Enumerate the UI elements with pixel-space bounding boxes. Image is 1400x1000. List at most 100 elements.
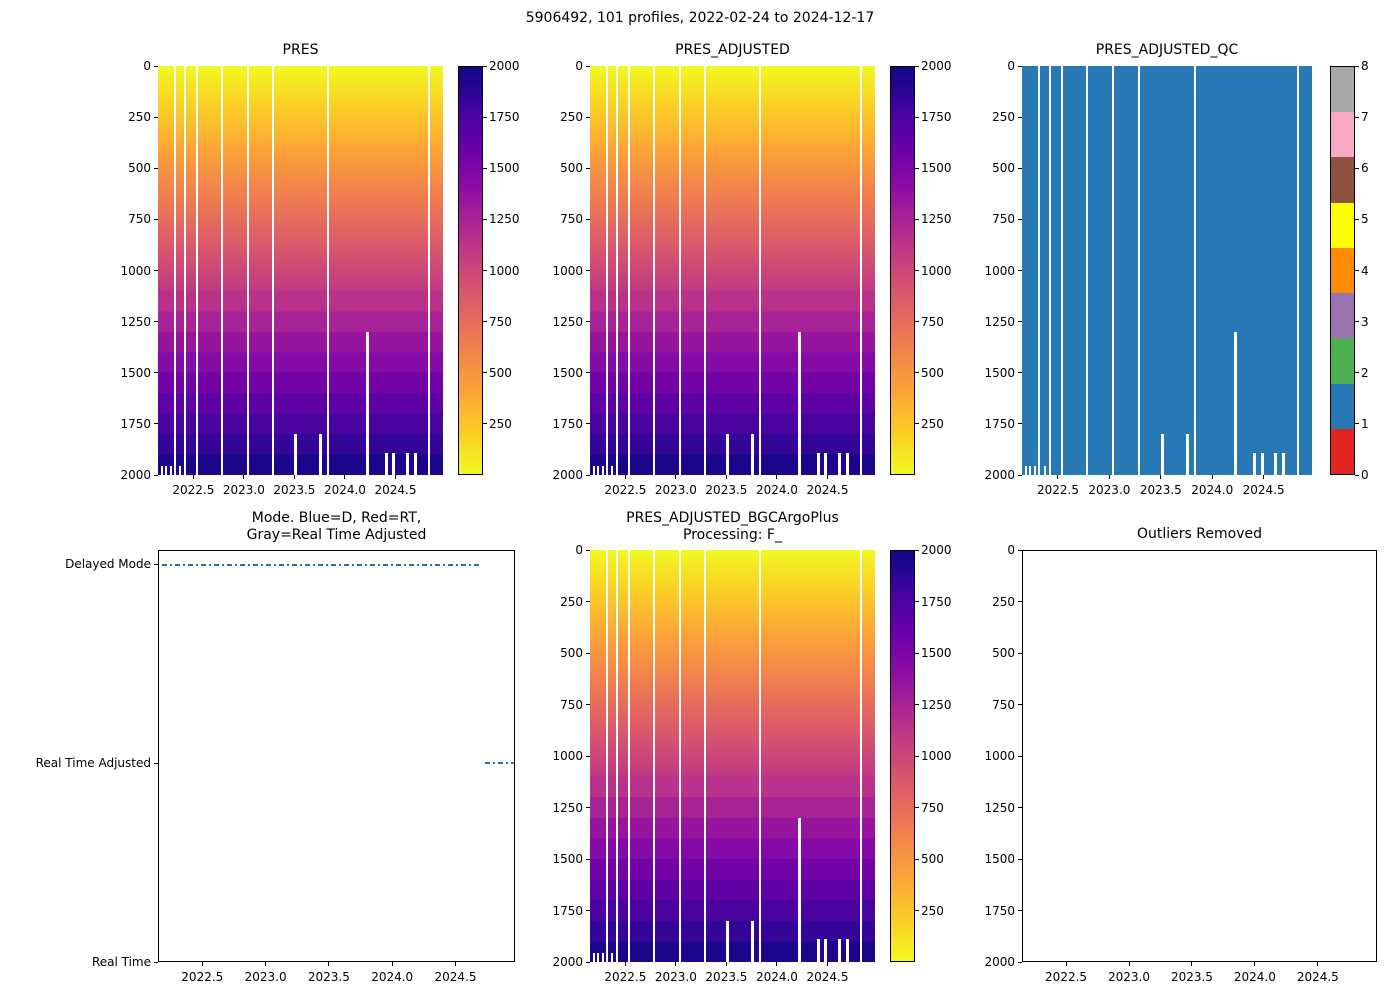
x-tick-mark (455, 962, 456, 966)
x-tick-label: 2022.5 (604, 483, 647, 497)
y-tick-mark (1018, 755, 1022, 757)
pres-heatmap (158, 66, 443, 475)
x-tick-label: 2023.0 (1108, 970, 1150, 984)
missing-profile-gap (184, 66, 187, 475)
missing-profile-gap (272, 66, 275, 475)
y-tick-mark (154, 270, 158, 271)
y-tick-mark (586, 474, 590, 476)
y-tick-label: 1250 (984, 314, 1015, 329)
qc-colorbar-tick-mark (1355, 372, 1359, 374)
shallow-profile-gap (817, 939, 821, 962)
qc-colorbar-tick-mark (1355, 218, 1359, 220)
shallow-profile-gap (845, 452, 849, 475)
colorbar-tick-mark (915, 321, 919, 323)
colorbar-tick-label: 2000 (489, 59, 520, 73)
figure-title: 5906492, 101 profiles, 2022-02-24 to 202… (525, 10, 875, 26)
shallow-profile-gap (1273, 452, 1277, 475)
missing-profile-gap (652, 66, 655, 475)
x-tick-label: 2022.5 (1045, 970, 1088, 984)
missing-profile-gap (758, 550, 761, 962)
mode-y-tick-mark (154, 762, 158, 764)
x-tick-mark (675, 475, 677, 479)
x-tick-label: 2023.5 (307, 970, 350, 984)
x-tick-label: 2022.5 (172, 483, 215, 497)
x-tick-label: 2024.0 (755, 970, 798, 984)
x-tick-mark (1317, 962, 1319, 966)
y-tick-label: 1750 (984, 903, 1015, 918)
missing-profile-gap (1085, 66, 1088, 475)
missing-profile-gap (326, 66, 329, 475)
x-tick-mark (1211, 475, 1213, 479)
x-tick-label: 2024.0 (323, 483, 366, 497)
x-tick-label: 2023.5 (705, 970, 748, 984)
x-tick-mark (395, 475, 396, 479)
bottom-gap-mark (165, 465, 168, 475)
colorbar-tick-mark (483, 65, 487, 67)
shallow-profile-gap (845, 939, 849, 962)
qc-color-segment-4 (1331, 247, 1354, 294)
colorbar-tick-label: 1000 (921, 749, 952, 763)
missing-profile-gap (678, 66, 681, 475)
colorbar-tick-label: 1500 (921, 646, 952, 660)
x-tick-mark (243, 475, 245, 479)
x-tick-mark (827, 475, 828, 479)
y-tick-label: 1000 (984, 263, 1015, 278)
shallow-profile-gap (413, 452, 417, 475)
bottom-gap-mark (1034, 465, 1037, 475)
y-tick-mark (1018, 807, 1022, 808)
y-tick-label: 750 (560, 212, 583, 227)
y-tick-label: 1750 (552, 416, 583, 431)
colorbar-tick-mark (915, 167, 919, 169)
y-tick-label: 2000 (984, 468, 1015, 482)
pres-adjusted-heatmap (590, 66, 875, 475)
qc-colorbar-tick-label: 3 (1361, 314, 1369, 329)
colorbar-tick-label: 250 (921, 416, 944, 431)
y-tick-mark (1018, 321, 1022, 323)
x-tick-label: 2024.0 (1233, 970, 1276, 984)
missing-profile-gap (606, 66, 609, 475)
qc-color-segment-8 (1331, 67, 1354, 113)
missing-profile-gap (758, 66, 761, 475)
colorbar-tick-label: 1750 (921, 110, 952, 125)
missing-profile-gap (678, 550, 681, 962)
colorbar-tick-label: 1500 (489, 161, 520, 176)
colorbar-tick-label: 750 (489, 314, 512, 329)
x-tick-mark (1108, 475, 1110, 479)
colorbar-tick-mark (483, 116, 487, 118)
missing-profile-gap (1296, 66, 1299, 475)
qc-color-segment-2 (1331, 338, 1354, 384)
x-tick-label: 2023.0 (1088, 483, 1131, 497)
x-tick-label: 2023.5 (705, 483, 748, 497)
x-tick-mark (265, 962, 267, 966)
bottom-gap-mark (602, 952, 605, 962)
y-tick-mark (586, 652, 590, 654)
colorbar-tick-mark (483, 321, 487, 323)
x-tick-label: 2022.5 (604, 970, 647, 984)
x-tick-mark (827, 962, 828, 966)
y-tick-label: 1250 (120, 314, 151, 329)
y-tick-mark (586, 116, 590, 118)
mode-plot (158, 550, 515, 962)
shallow-profile-gap (726, 920, 730, 962)
bottom-gap-mark (1043, 465, 1046, 475)
colorbar-tick-mark (915, 910, 919, 911)
y-tick-label: 2000 (984, 955, 1015, 969)
x-tick-mark (1191, 962, 1193, 966)
x-tick-label: 2023.0 (222, 483, 265, 497)
colorbar-tick-mark (483, 270, 487, 271)
qc-colorbar-tick-mark (1355, 321, 1359, 323)
mode-y-tick-mark (154, 563, 158, 565)
y-tick-mark (1018, 601, 1022, 602)
y-tick-mark (154, 116, 158, 118)
y-tick-label: 1500 (984, 852, 1015, 866)
y-tick-label: 250 (560, 594, 583, 609)
qc-colorbar-tick-mark (1355, 423, 1359, 425)
bottom-gap-mark (170, 465, 173, 475)
missing-profile-gap (246, 66, 249, 475)
y-tick-label: 1500 (552, 365, 583, 380)
pres-adjusted-colorbar (890, 66, 915, 475)
y-tick-mark (1018, 372, 1022, 374)
y-tick-label: 1000 (552, 263, 583, 278)
qc-colorbar-tick-label: 2 (1361, 365, 1369, 380)
